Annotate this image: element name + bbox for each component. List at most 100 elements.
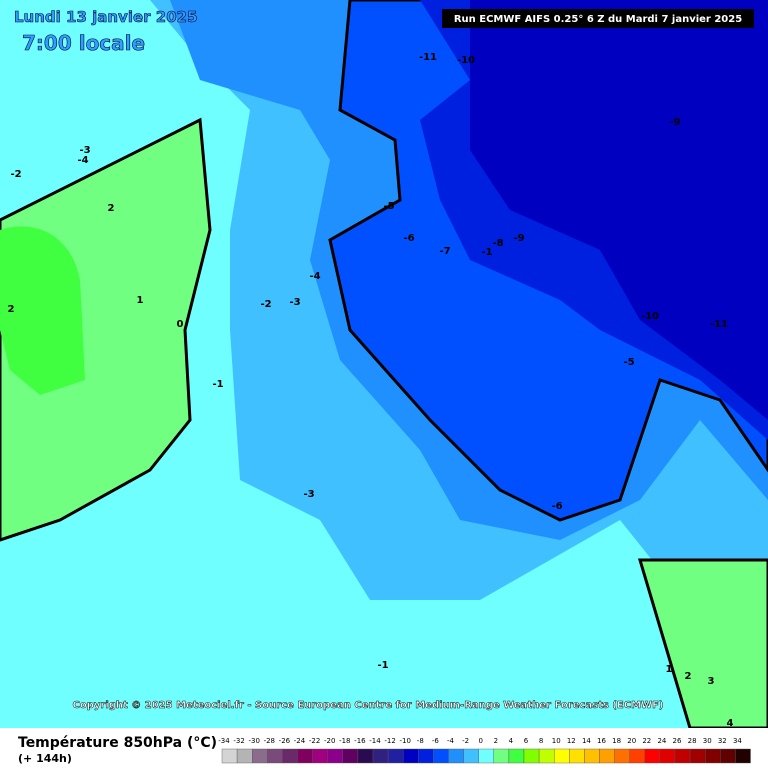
- legend-swatch: [463, 748, 479, 764]
- contour-label: -7: [439, 246, 450, 257]
- legend-tick-label: 32: [718, 737, 727, 745]
- legend-swatch: [221, 748, 238, 764]
- legend-tick-label: 28: [688, 737, 697, 745]
- contour-label: 4: [727, 718, 734, 729]
- legend-tick-label: 10: [552, 737, 561, 745]
- legend-tick-label: 30: [703, 737, 712, 745]
- legend-swatch: [267, 748, 283, 764]
- legend-swatch: [493, 748, 510, 764]
- contour-label: -8: [492, 238, 503, 249]
- legend-swatch: [538, 748, 555, 764]
- legend-swatch: [433, 748, 449, 764]
- legend-tick-label: -30: [248, 737, 259, 745]
- contour-label: 2: [685, 671, 692, 682]
- legend-swatch: [584, 748, 600, 764]
- legend-tick-label: 34: [733, 737, 742, 745]
- legend-tick-label: -14: [369, 737, 381, 745]
- legend-tick-label: 12: [567, 737, 576, 745]
- forecast-date: Lundi 13 janvier 2025: [14, 8, 198, 26]
- legend-swatch: [418, 748, 434, 764]
- legend-tick-label: -34: [218, 737, 230, 745]
- legend-tick-label: 8: [539, 737, 543, 745]
- legend-tick-label: 26: [673, 737, 682, 745]
- legend-swatch: [720, 748, 736, 764]
- legend-tick-label: 2: [494, 737, 498, 745]
- legend-tick-label: 6: [524, 737, 529, 745]
- legend-tick-label: 24: [657, 737, 666, 745]
- contour-label: -3: [303, 489, 314, 500]
- legend-swatch: [236, 748, 253, 764]
- legend-tick-label: 20: [627, 737, 636, 745]
- run-banner: [442, 9, 754, 28]
- legend-swatch: [312, 748, 328, 764]
- legend-tick-label: 16: [597, 737, 606, 745]
- contour-label: 2: [108, 203, 115, 214]
- legend-swatch: [689, 748, 706, 764]
- contour-label: -11: [419, 52, 437, 63]
- contour-label: -5: [383, 201, 394, 212]
- legend-swatch: [478, 748, 495, 764]
- contour-label: 2: [8, 304, 15, 315]
- legend-swatch: [403, 748, 419, 764]
- legend-swatch: [629, 748, 646, 764]
- contour-label: -9: [513, 233, 524, 244]
- legend-subtitle: (+ 144h): [18, 752, 72, 765]
- legend-swatch: [357, 748, 374, 764]
- legend-tick-label: 4: [509, 737, 514, 745]
- contour-label: -4: [309, 271, 320, 282]
- legend-tick-label: 22: [642, 737, 651, 745]
- legend-tick-label: -4: [447, 737, 455, 745]
- legend-tick-label: -18: [339, 737, 350, 745]
- legend-swatch: [448, 748, 464, 764]
- legend-swatch: [599, 748, 615, 764]
- legend-tick-label: -20: [324, 737, 335, 745]
- run-info: Run ECMWF AIFS 0.25° 6 Z du Mardi 7 janv…: [454, 14, 742, 25]
- legend-swatch: [644, 748, 661, 764]
- contour-label: 3: [708, 676, 715, 687]
- contour-label: -1: [212, 379, 223, 390]
- legend-tick-label: -28: [264, 737, 275, 745]
- contour-label: 1: [666, 664, 673, 675]
- legend-tick-label: -2: [462, 737, 469, 745]
- legend-swatch: [251, 748, 268, 764]
- copyright: Copyright © 2025 Meteociel.fr - Source E…: [73, 700, 664, 711]
- legend-swatch: [372, 748, 389, 764]
- warm-zone-southeast: [637, 558, 768, 730]
- contour-label: -10: [641, 311, 659, 322]
- legend-swatch: [282, 748, 298, 764]
- contour-label: -11: [710, 319, 728, 330]
- legend-swatch: [659, 748, 676, 764]
- warm-core-west: [0, 226, 85, 395]
- contour-label: -1: [377, 660, 388, 671]
- legend-swatch: [327, 748, 344, 764]
- contour-label: 0: [177, 319, 184, 330]
- contour-label: -4: [77, 155, 88, 166]
- legend-title: Température 850hPa (°C): [18, 735, 217, 751]
- legend-swatch: [705, 748, 721, 764]
- contour-label: -6: [551, 501, 562, 512]
- legend-swatch: [735, 748, 751, 764]
- legend-tick-label: -6: [432, 737, 440, 745]
- legend-tick-label: -8: [417, 737, 424, 745]
- legend-tick-label: 0: [478, 737, 482, 745]
- legend-swatch: [569, 748, 585, 764]
- contour-label: -9: [669, 117, 680, 128]
- legend-swatch: [523, 748, 540, 764]
- contour-label: -2: [260, 299, 271, 310]
- legend-tick-label: -24: [294, 737, 306, 745]
- zone-minus-10: [470, 0, 768, 420]
- legend-tick-label: -22: [309, 737, 320, 745]
- legend-tick-label: 14: [582, 737, 591, 745]
- legend-swatch: [674, 748, 691, 764]
- legend-swatch: [297, 748, 313, 764]
- contour-label: -3: [289, 297, 300, 308]
- legend-tick-label: -32: [233, 737, 244, 745]
- legend-swatch: [387, 748, 404, 764]
- legend-tick-label: -16: [354, 737, 366, 745]
- legend-swatch: [342, 748, 359, 764]
- legend-swatch: [508, 748, 525, 764]
- legend-swatch: [614, 748, 630, 764]
- contour-label: -1: [481, 247, 492, 258]
